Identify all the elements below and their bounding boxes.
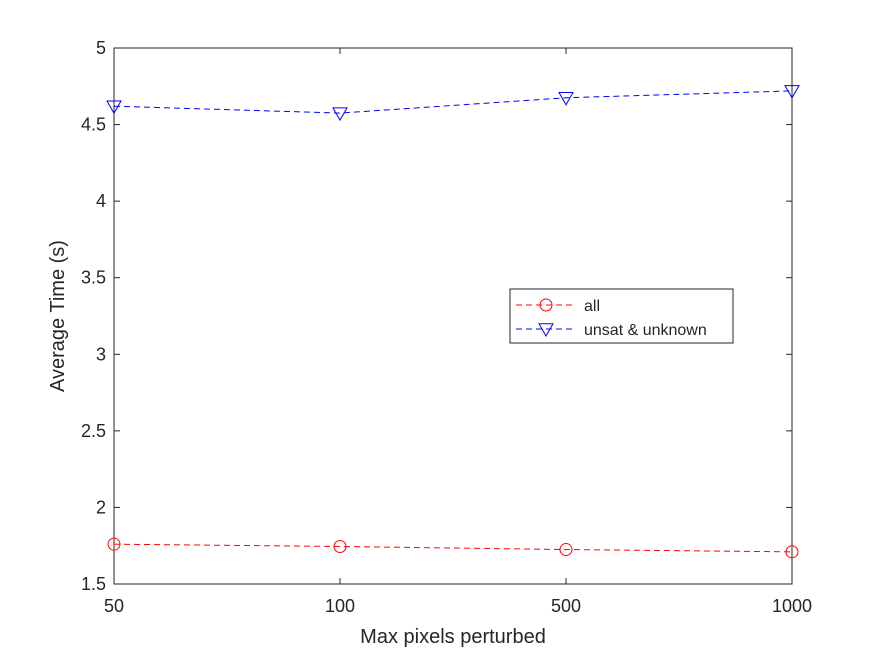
y-tick-label: 3.5 (81, 268, 106, 288)
y-tick-label: 4.5 (81, 115, 106, 135)
y-tick-label: 2 (96, 497, 106, 517)
y-tick-label: 3 (96, 344, 106, 364)
data-point (107, 537, 121, 551)
legend-marker (538, 323, 554, 338)
y-tick-label: 2.5 (81, 421, 106, 441)
data-point (558, 92, 574, 106)
legend-label: unsat & unknown (584, 322, 707, 339)
x-axis-title: Max pixels perturbed (360, 626, 546, 648)
legend-marker (539, 298, 553, 312)
x-tick-label: 500 (551, 596, 581, 616)
series-layer (106, 85, 800, 559)
series-line (113, 543, 793, 553)
plot-area: 50 100 500 1000 1.5 2 2.5 3 3.5 4 4.5 5 (81, 38, 812, 616)
series-line (113, 90, 793, 114)
x-tick-label: 1000 (772, 596, 812, 616)
data-point (784, 85, 800, 99)
plot-frame (113, 47, 793, 585)
y-axis-title: Average Time (s) (47, 240, 69, 392)
data-point (332, 107, 348, 122)
y-tick-label: 4 (96, 191, 106, 211)
x-tick-label: 100 (325, 596, 355, 616)
data-point (106, 100, 122, 115)
y-tick-label: 1.5 (81, 574, 106, 594)
y-tick-label: 5 (96, 38, 106, 58)
data-point (333, 539, 347, 553)
data-point (785, 545, 799, 559)
data-point (559, 543, 573, 557)
x-tick-label: 50 (104, 596, 124, 616)
legend-label: all (584, 298, 600, 315)
legend: all unsat & unknown (509, 288, 734, 344)
